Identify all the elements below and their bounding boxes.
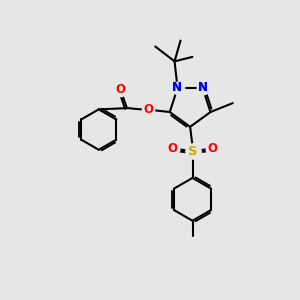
Text: O: O xyxy=(116,83,125,96)
Text: N: N xyxy=(198,81,208,94)
Text: N: N xyxy=(198,81,208,94)
Text: O: O xyxy=(208,142,218,155)
Text: O: O xyxy=(143,103,153,116)
Text: O: O xyxy=(167,142,177,155)
Text: S: S xyxy=(188,145,197,158)
Text: N: N xyxy=(172,81,182,94)
Text: N: N xyxy=(172,81,182,94)
